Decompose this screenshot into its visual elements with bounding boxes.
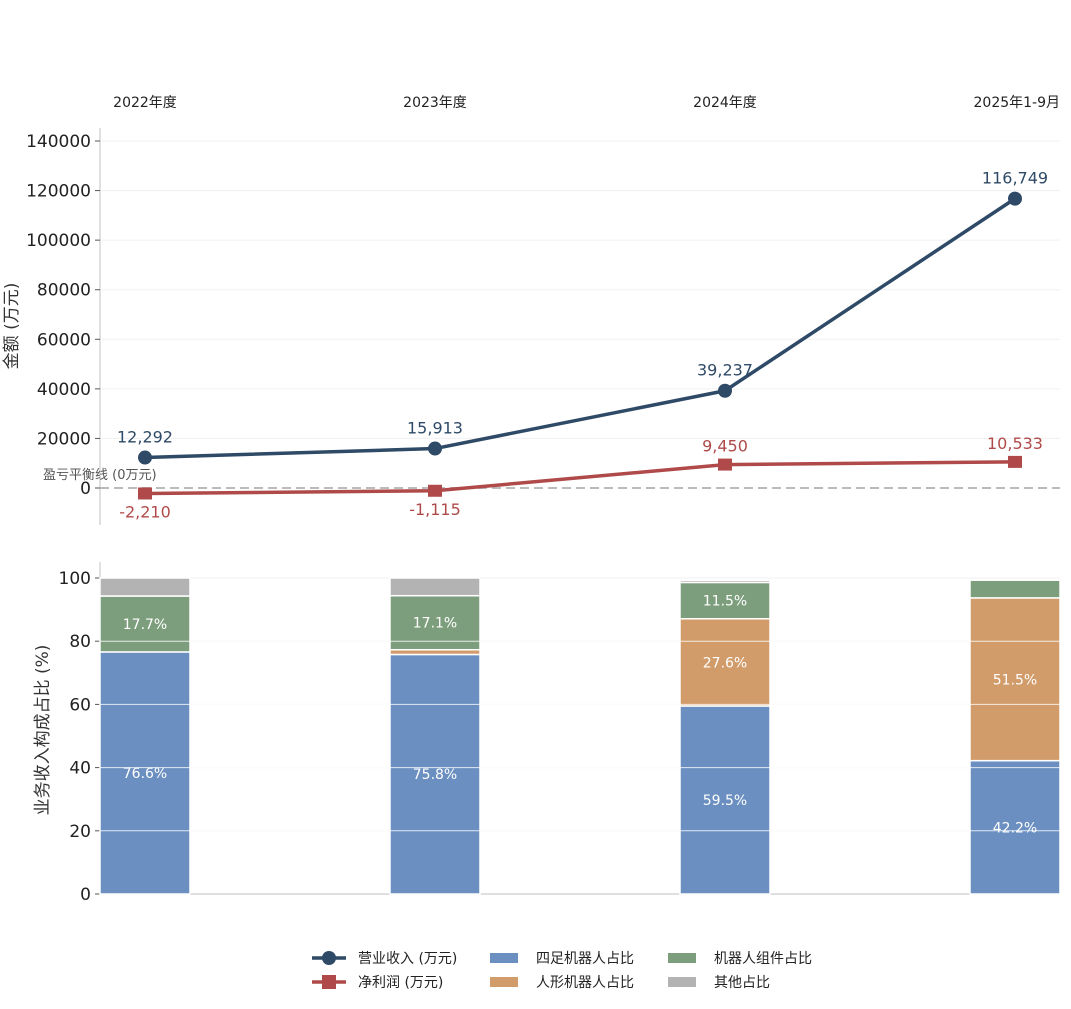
bar-segment-label: 75.8%: [413, 767, 457, 783]
net-profit-point: [1008, 455, 1022, 468]
revenue-data-label: 116,749: [982, 169, 1048, 188]
top-y-tick-label: 40000: [37, 380, 91, 400]
top-y-tick-label: 100000: [26, 231, 91, 251]
bar-segment: [969, 759, 1061, 895]
bar-segment: [99, 577, 191, 597]
legend-patch: [490, 977, 518, 987]
bottom-y-tick-label: 20: [69, 822, 91, 842]
net-profit-line: [144, 460, 1016, 496]
net-profit-point: [138, 487, 152, 500]
bar-segment-label: 11.5%: [703, 594, 747, 610]
revenue-data-label: 12,292: [117, 428, 173, 447]
bar-segment: [679, 579, 771, 584]
revenue-point: [138, 450, 152, 465]
top-y-ticks: 0 20000 40000 60000 80000 100000 120000 140000: [26, 132, 100, 499]
top-line-chart: 020000400006000080000100000120000140000 …: [2, 95, 1060, 525]
bottom-y-axis-label: 业务收入构成占比 (%): [33, 645, 53, 816]
bottom-y-tick-label: 80: [69, 632, 91, 652]
top-category-label: 2023年度: [403, 95, 467, 111]
bar-segment-label: 42.2%: [993, 820, 1037, 836]
bottom-y-tick-label: 100: [59, 569, 91, 589]
bar-segment: [679, 705, 771, 895]
bar-segment: [679, 618, 771, 707]
revenue-point: [718, 383, 732, 398]
bottom-y-ticks: 0 20 40 60 80 100: [59, 569, 100, 905]
legend-label: 人形机器人占比: [536, 975, 634, 991]
top-y-tick-label: 0: [80, 479, 91, 499]
top-category-label: 2025年1-9月: [974, 95, 1061, 111]
bar-segment-label: 17.7%: [123, 617, 167, 633]
top-y-axis-label: 金额 (万元): [2, 283, 22, 370]
top-y-tick-label: 120000: [26, 182, 91, 202]
bar-segment: [389, 577, 481, 597]
legend-revenue-marker: [322, 951, 336, 965]
top-y-tick-label: 80000: [37, 281, 91, 301]
top-category-label: 2022年度: [113, 95, 177, 111]
bar-segment: [969, 597, 1061, 762]
top-category-label: 2024年度: [693, 95, 757, 111]
net-profit-point: [428, 484, 442, 497]
net-profit-point: [718, 458, 732, 471]
legend-label: 机器人组件占比: [714, 951, 812, 967]
bar-segment: [389, 653, 481, 895]
bar-segment-label: 51.5%: [993, 672, 1037, 688]
net-profit-data-label: -2,210: [119, 502, 171, 521]
bar-segment-label: 76.6%: [123, 766, 167, 782]
top-y-tick-label: 140000: [26, 132, 91, 152]
revenue-point: [1008, 191, 1022, 206]
legend-net-profit-marker: [322, 975, 336, 989]
legend-patch: [668, 953, 696, 963]
bar-segment-label: 27.6%: [703, 655, 747, 671]
bottom-y-tick-label: 40: [69, 759, 91, 779]
bar-segment: [99, 651, 191, 895]
revenue-point: [428, 441, 442, 456]
legend-patch: [668, 977, 696, 987]
revenue-line: [144, 197, 1016, 460]
top-y-tick-label: 60000: [37, 330, 91, 350]
legend-label: 四足机器人占比: [536, 951, 634, 967]
bar-segment: [99, 595, 191, 653]
legend-label: 其他占比: [714, 975, 770, 991]
revenue-data-label: 15,913: [407, 419, 463, 438]
top-gridlines: [100, 140, 1060, 439]
top-y-tick-label: 20000: [37, 429, 91, 449]
bottom-y-tick-label: 0: [80, 885, 91, 905]
net-profit-data-label: -1,115: [409, 500, 461, 519]
bar-segment-label: 17.1%: [413, 616, 457, 632]
net-profit-data-label: 9,450: [702, 437, 748, 456]
legend-patch: [490, 953, 518, 963]
bottom-bars: 76.6% 17.7% 75.8% 17.1% 59.5% 27.6% 11.5% 42.2%…: [99, 577, 1061, 895]
top-series: 12,292 15,913 39,237 116,749 -2,210 -1,115 9,4…: [117, 169, 1048, 522]
bar-segment: [969, 579, 1061, 599]
legend-label: 净利润 (万元): [358, 975, 443, 991]
bar-segment: [679, 581, 771, 620]
net-profit-data-label: 10,533: [987, 434, 1043, 453]
legend-label: 营业收入 (万元): [358, 951, 457, 967]
top-category-labels: 2022年度 2023年度 2024年度 2025年1-9月: [113, 95, 1060, 111]
revenue-data-label: 39,237: [697, 361, 753, 380]
bottom-y-tick-label: 60: [69, 695, 91, 715]
bottom-stacked-bar-chart: 0 20 40 60 80 100 业务收入构成占比 (%) 76.6% 17.7% 75.8…: [33, 562, 1061, 905]
breakeven-label: 盈亏平衡线 (0万元): [43, 468, 157, 483]
bar-segment-label: 59.5%: [703, 793, 747, 809]
